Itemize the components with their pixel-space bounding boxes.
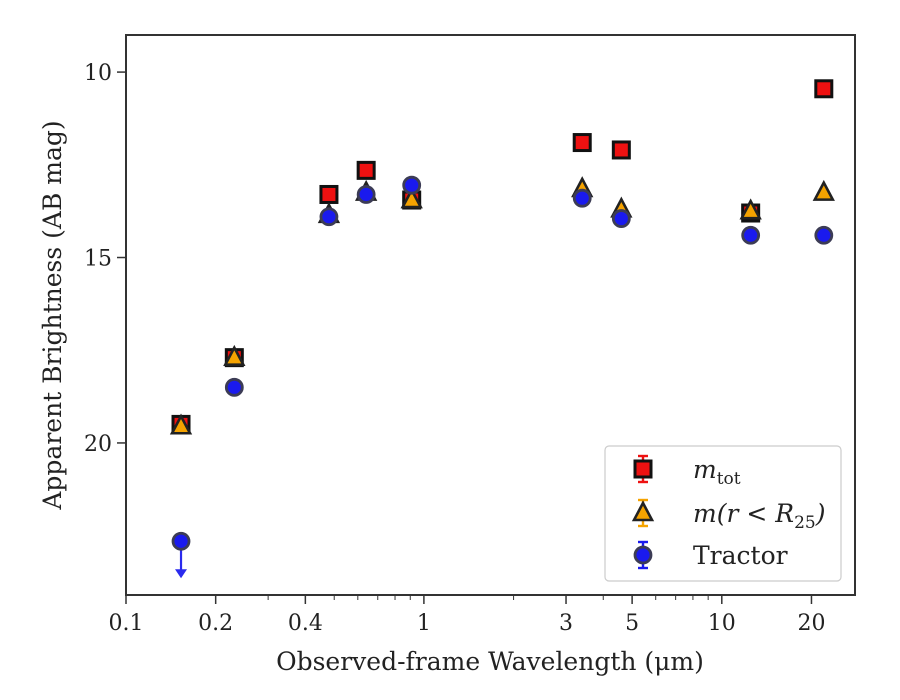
x-tick-label: 0.2: [198, 611, 233, 636]
data-point-square: [572, 133, 592, 153]
data-point-triangle: [812, 179, 835, 201]
y-axis-ticks: 10 15 20: [84, 61, 126, 457]
y-axis-label: Apparent Brightness (AB mag): [38, 120, 67, 510]
legend-label: Tractor: [693, 541, 788, 570]
data-point-circle: [319, 207, 339, 227]
data-points: [169, 79, 835, 579]
x-tick-label: 20: [797, 611, 825, 636]
data-point-circle: [814, 225, 834, 245]
data-point-triangle: [739, 198, 762, 220]
upper-limit-arrow-head: [175, 569, 188, 579]
legend: mtot m(r < R25) Tractor: [604, 445, 842, 582]
data-point-square: [611, 140, 631, 160]
y-tick-label: 15: [84, 247, 112, 272]
legend-label: mtot: [693, 455, 741, 489]
data-point-circle: [611, 209, 631, 228]
data-point-circle: [572, 188, 592, 208]
data-point-circle: [741, 225, 761, 245]
data-point-triangle: [169, 413, 193, 435]
data-point-square: [814, 79, 834, 99]
plot-frame: [125, 34, 856, 596]
y-tick-label: 10: [84, 61, 112, 86]
x-axis-ticks: 0.1 0.2 0.4 1 3 5 10 20: [109, 595, 825, 636]
x-axis-label: Observed-frame Wavelength (μm): [276, 647, 704, 676]
legend-label: m(r < R25): [693, 499, 825, 533]
legend-marker-triangle: [631, 500, 655, 522]
data-point-triangle: [400, 187, 423, 209]
data-point-square: [356, 160, 376, 180]
y-tick-label: 20: [84, 432, 112, 457]
data-point-circle: [224, 377, 244, 397]
x-tick-label: 1: [417, 611, 431, 636]
axes: [125, 34, 856, 596]
data-point-circle: [402, 175, 422, 195]
x-tick-label: 5: [625, 611, 639, 636]
legend-marker-circle: [633, 545, 653, 565]
legend-box: [604, 445, 842, 582]
x-tick-label: 3: [559, 611, 573, 636]
x-tick-label: 10: [708, 611, 736, 636]
data-point-circle: [356, 185, 376, 204]
x-tick-label: 0.1: [109, 611, 144, 636]
legend-marker-square: [633, 459, 653, 479]
data-point-triangle: [223, 344, 246, 366]
data-point-square: [319, 184, 339, 204]
x-tick-label: 0.4: [288, 611, 323, 636]
data-point-circle: [171, 531, 191, 551]
